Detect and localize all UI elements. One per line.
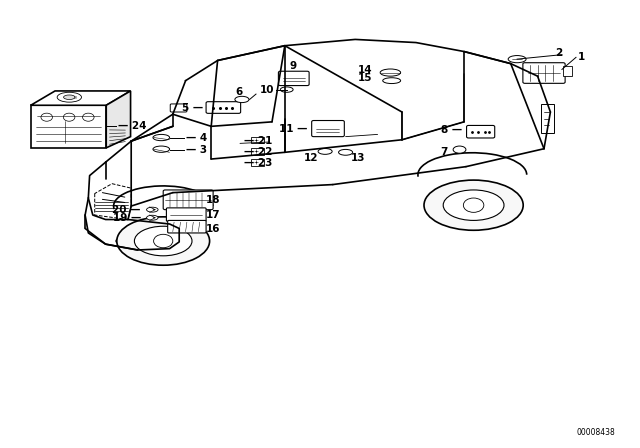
- Polygon shape: [31, 91, 131, 105]
- Text: 2: 2: [556, 48, 563, 58]
- Ellipse shape: [424, 180, 524, 230]
- Ellipse shape: [147, 207, 158, 212]
- Ellipse shape: [147, 215, 158, 220]
- Circle shape: [154, 234, 173, 248]
- Polygon shape: [31, 105, 106, 148]
- Text: 11 —: 11 —: [279, 124, 307, 134]
- Text: 00008438: 00008438: [577, 428, 616, 437]
- Text: 10: 10: [259, 85, 274, 95]
- Text: 18: 18: [206, 195, 221, 205]
- FancyBboxPatch shape: [312, 121, 344, 137]
- Text: 12: 12: [304, 153, 319, 163]
- Text: 9: 9: [289, 61, 297, 71]
- Circle shape: [83, 113, 94, 121]
- Ellipse shape: [508, 56, 526, 63]
- FancyBboxPatch shape: [168, 220, 206, 233]
- Ellipse shape: [339, 149, 353, 155]
- Text: — 24: — 24: [118, 121, 147, 131]
- Text: e: e: [74, 95, 77, 100]
- FancyBboxPatch shape: [278, 71, 309, 86]
- Circle shape: [463, 198, 484, 212]
- FancyBboxPatch shape: [251, 137, 264, 143]
- Ellipse shape: [57, 92, 81, 102]
- Circle shape: [63, 113, 75, 121]
- Text: 14: 14: [358, 65, 372, 75]
- Ellipse shape: [116, 237, 134, 245]
- FancyBboxPatch shape: [251, 159, 264, 166]
- FancyBboxPatch shape: [251, 148, 264, 155]
- Text: 8 —: 8 —: [441, 125, 462, 135]
- Ellipse shape: [453, 146, 466, 153]
- Text: — 3: — 3: [186, 145, 207, 155]
- Text: 15: 15: [358, 73, 372, 83]
- Text: — 4: — 4: [186, 133, 207, 143]
- Text: 1: 1: [578, 52, 585, 62]
- Ellipse shape: [380, 69, 401, 76]
- Ellipse shape: [444, 190, 504, 220]
- FancyBboxPatch shape: [523, 63, 565, 83]
- FancyBboxPatch shape: [467, 125, 495, 138]
- Text: 17: 17: [206, 210, 221, 220]
- Text: — 21: — 21: [244, 136, 273, 146]
- FancyBboxPatch shape: [563, 66, 572, 76]
- Text: 13: 13: [351, 153, 365, 163]
- Circle shape: [41, 113, 52, 121]
- Text: — 22: — 22: [244, 147, 273, 157]
- Ellipse shape: [383, 78, 401, 83]
- Text: 19 —: 19 —: [113, 213, 141, 223]
- Ellipse shape: [280, 87, 293, 92]
- FancyBboxPatch shape: [163, 190, 213, 210]
- FancyBboxPatch shape: [541, 104, 554, 133]
- Ellipse shape: [153, 146, 170, 152]
- Ellipse shape: [134, 226, 192, 256]
- Ellipse shape: [63, 95, 75, 99]
- FancyBboxPatch shape: [206, 102, 241, 113]
- Text: 5 —: 5 —: [182, 103, 204, 112]
- Text: 16: 16: [206, 224, 221, 234]
- Ellipse shape: [235, 96, 249, 103]
- Text: — 23: — 23: [244, 158, 273, 168]
- Ellipse shape: [116, 217, 210, 265]
- Text: 20 —: 20 —: [113, 205, 141, 215]
- Ellipse shape: [318, 148, 332, 154]
- FancyBboxPatch shape: [170, 104, 187, 112]
- Text: 7: 7: [440, 147, 448, 157]
- Polygon shape: [106, 91, 131, 148]
- Text: 6: 6: [236, 87, 243, 97]
- Ellipse shape: [153, 134, 170, 141]
- FancyBboxPatch shape: [166, 208, 206, 221]
